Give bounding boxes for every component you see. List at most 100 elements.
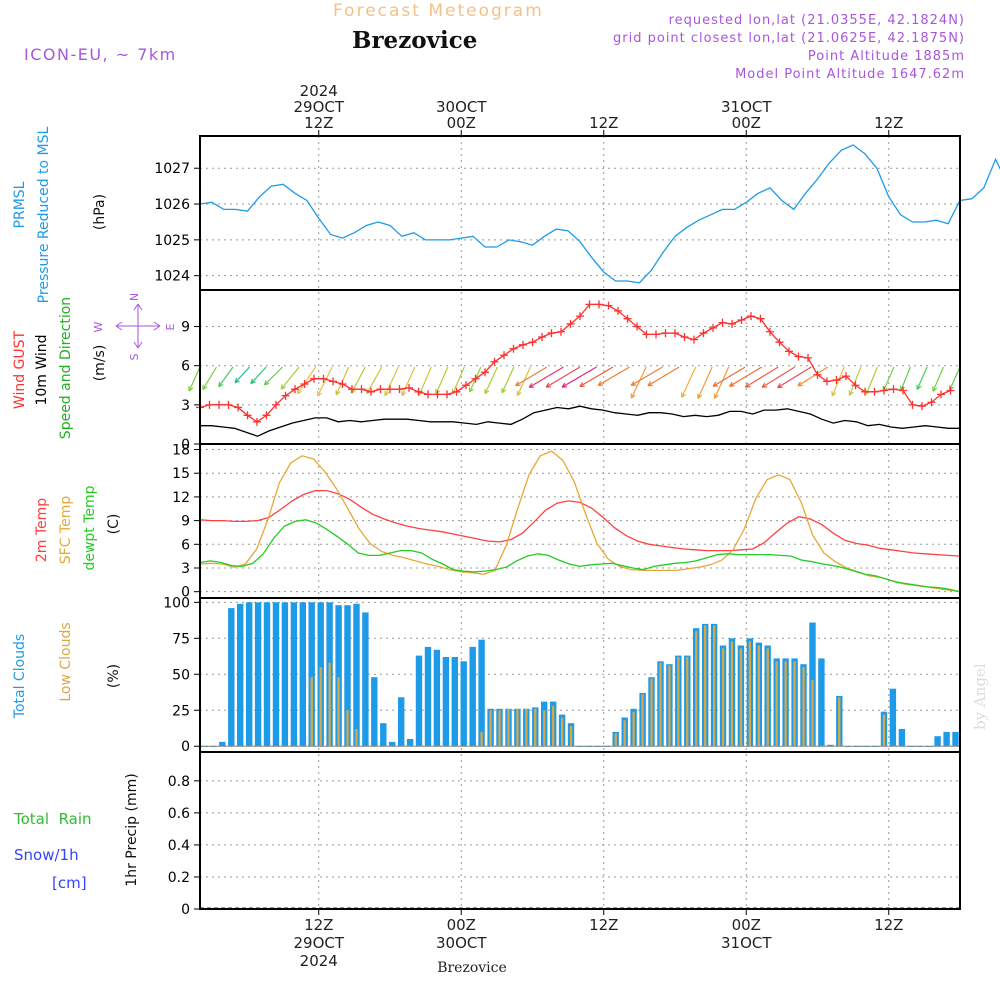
y-tick-label: 0.6 — [168, 806, 190, 822]
point-altitude: Point Altitude 1885m — [808, 49, 965, 64]
gust-marker — [310, 374, 318, 383]
low-cloud-bar — [704, 625, 707, 747]
gust-line — [199, 303, 951, 423]
total-cloud-bar — [299, 602, 306, 747]
x-top-label: 2024 — [300, 82, 338, 100]
temp-title-line3: dewpt Temp — [82, 485, 98, 570]
gust-marker — [642, 330, 651, 339]
watermark: by Angel — [971, 663, 989, 730]
wind-title-line3: Speed and Direction — [58, 297, 74, 439]
gust-marker — [500, 351, 508, 360]
low-cloud-bar — [659, 662, 662, 747]
gust-marker — [842, 372, 850, 381]
wind-direction-arrow — [713, 366, 730, 399]
x-bottom-label: 00Z — [732, 916, 761, 934]
pressure-title-line1: PRMSL — [12, 181, 28, 228]
x-top-label: 31OCT — [721, 98, 772, 116]
x-top-label: 12Z — [304, 114, 333, 132]
y-tick-label: 18 — [172, 443, 190, 459]
x-bottom-label: 2024 — [300, 952, 338, 970]
compass-cross — [115, 303, 161, 349]
y-tick-label: 100 — [163, 595, 190, 611]
total-cloud-bar — [898, 729, 906, 747]
gust-marker — [234, 403, 242, 412]
grid-point-coords: grid point closest lon,lat (21.0625E, 42… — [613, 31, 965, 46]
gust-marker — [927, 398, 936, 407]
wind-direction-arrow — [561, 366, 597, 388]
gust-marker — [243, 411, 252, 420]
gust-marker — [823, 377, 831, 386]
wind-unit: (m/s) — [92, 345, 108, 382]
wind-direction-arrow — [296, 366, 317, 395]
gust-marker — [899, 386, 907, 395]
footer-station: Brezovice — [437, 960, 507, 976]
gust-marker — [937, 390, 945, 399]
gust-marker — [462, 381, 470, 390]
wind-direction-arrow — [384, 366, 399, 397]
low-cloud-bar — [623, 720, 626, 747]
y-tick-label: 0 — [181, 585, 190, 601]
y-tick-label: 15 — [172, 466, 190, 482]
x-bottom-label: 12Z — [874, 916, 903, 934]
total-cloud-bar — [460, 661, 467, 747]
y-tick-label: 75 — [172, 631, 190, 647]
gust-marker — [262, 411, 271, 420]
total-cloud-bar — [219, 741, 226, 747]
gust-marker — [452, 387, 461, 396]
gust-marker — [443, 390, 451, 399]
y-tick-label: 3 — [181, 561, 190, 577]
clouds-unit: (%) — [106, 664, 122, 688]
total-cloud-bar — [335, 605, 342, 747]
y-tick-label: 0.8 — [168, 774, 190, 790]
low-cloud-bar — [561, 717, 564, 747]
low-cloud-bar — [480, 731, 483, 747]
gust-marker — [386, 385, 394, 394]
gust-marker — [414, 387, 423, 396]
wind-direction-arrow — [202, 366, 218, 391]
total-cloud-bar — [818, 658, 825, 747]
gust-marker — [794, 352, 803, 361]
y-tick-label: 1026 — [154, 197, 190, 213]
gust-marker — [395, 385, 404, 394]
low-cloud-bar — [507, 708, 510, 747]
gust-marker — [832, 376, 841, 385]
gust-marker — [661, 329, 670, 338]
total-cloud-bar — [952, 731, 959, 747]
wind-direction-arrow — [435, 366, 449, 395]
compass-west: W — [92, 321, 105, 332]
low-cloud-bar — [534, 708, 537, 747]
gust-marker — [671, 329, 679, 338]
wind-speed-line — [200, 405, 960, 437]
dewpoint-line — [199, 519, 961, 593]
gust-marker — [547, 329, 556, 338]
product-title: Forecast Meteogram — [333, 1, 544, 21]
pressure-unit: (hPa) — [92, 194, 108, 230]
total-cloud-bar — [246, 602, 253, 747]
panel-frame — [199, 135, 961, 291]
gust-marker — [357, 385, 366, 394]
total-cloud-bar — [398, 697, 405, 747]
low-cloud-bar — [748, 641, 751, 747]
low-cloud-bar — [784, 661, 787, 747]
low-cloud-bar — [766, 648, 769, 747]
wind-direction-arrow — [263, 366, 284, 386]
gust-marker — [756, 314, 765, 323]
x-top-label: 12Z — [589, 114, 618, 132]
total-cloud-bar — [934, 736, 941, 747]
total-cloud-bar — [344, 605, 351, 747]
gust-marker — [405, 383, 413, 392]
clouds-title-line1: Total Clouds — [12, 634, 28, 719]
wind-direction-arrow — [579, 366, 614, 388]
low-cloud-bar — [811, 680, 814, 747]
total-cloud-bar — [406, 739, 414, 747]
wind-direction-arrow — [797, 366, 829, 387]
temp-sfc-line — [199, 450, 961, 593]
low-cloud-bar — [838, 697, 841, 747]
low-cloud-bar — [641, 694, 644, 747]
y-tick-label: 50 — [172, 667, 190, 683]
gust-marker — [319, 374, 328, 383]
wind-direction-arrow — [401, 366, 416, 397]
precip-cm-label: [cm] — [52, 874, 87, 892]
precip-rain-label: Total Rain — [13, 810, 92, 828]
